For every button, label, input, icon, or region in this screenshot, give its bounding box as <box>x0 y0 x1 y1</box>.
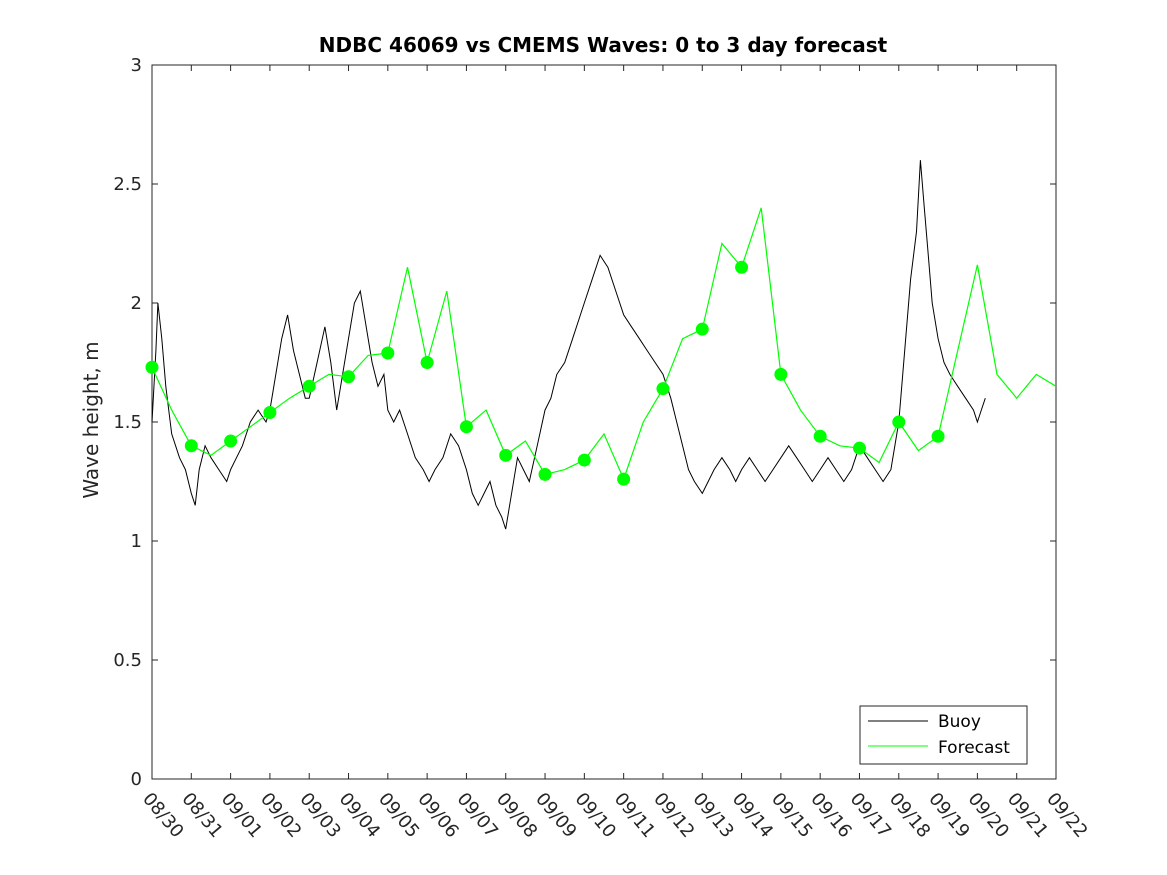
forecast-marker <box>145 360 159 374</box>
forecast-marker <box>695 322 709 336</box>
x-tick-label: 09/03 <box>295 789 344 842</box>
y-axis-label: Wave height, m <box>79 341 103 498</box>
forecast-marker <box>892 415 906 429</box>
legend-forecast-label: Forecast <box>938 738 1010 758</box>
y-tick-label: 2 <box>131 293 142 314</box>
x-tick-label: 09/15 <box>767 789 816 842</box>
x-tick-label: 09/16 <box>806 789 855 842</box>
x-tick-label: 09/06 <box>413 789 462 842</box>
y-tick-label: 1 <box>131 531 142 552</box>
forecast-marker <box>420 356 434 369</box>
x-tick-label: 08/30 <box>138 789 187 842</box>
x-tick-label: 08/31 <box>177 789 226 842</box>
forecast-marker <box>499 448 513 462</box>
x-tick-label: 09/14 <box>728 789 777 842</box>
x-tick-label: 09/20 <box>964 789 1013 842</box>
series-layer <box>151 160 1057 530</box>
forecast-marker <box>224 434 238 448</box>
y-tick-label: 1.5 <box>113 412 142 433</box>
forecast-marker <box>735 260 749 274</box>
forecast-markers <box>145 260 945 486</box>
x-tick-label: 09/11 <box>610 789 659 842</box>
forecast-marker <box>577 453 591 467</box>
x-tick-label: 09/05 <box>374 789 423 842</box>
plot-area <box>151 64 1057 780</box>
y-tick-label: 3 <box>131 55 142 76</box>
legend: Buoy Forecast <box>859 705 1028 765</box>
x-tick-label: 09/13 <box>688 789 737 842</box>
x-tick-label: 09/19 <box>924 789 973 842</box>
x-tick-label: 09/22 <box>1042 789 1091 842</box>
forecast-marker <box>302 379 316 393</box>
x-tick-label: 09/07 <box>453 789 502 842</box>
x-tick-label: 09/04 <box>335 789 384 842</box>
series-line-buoy <box>151 160 986 530</box>
legend-box <box>859 705 1028 765</box>
x-tick-label: 09/17 <box>846 789 895 842</box>
series-line-forecast <box>151 207 1057 481</box>
forecast-marker <box>184 439 198 453</box>
x-tick-label: 09/10 <box>571 789 620 842</box>
forecast-marker <box>813 429 827 443</box>
forecast-marker <box>342 370 356 384</box>
forecast-marker <box>852 441 866 455</box>
legend-buoy-label: Buoy <box>938 712 981 732</box>
y-tick-label: 0.5 <box>113 650 142 671</box>
y-tick-label: 0 <box>131 769 142 790</box>
forecast-marker <box>931 429 945 443</box>
x-tick-label: 09/08 <box>492 789 541 842</box>
y-tick-label: 2.5 <box>113 174 142 195</box>
x-tick-label: 09/18 <box>885 789 934 842</box>
x-tick-label: 09/21 <box>1003 789 1052 842</box>
x-tick-label: 09/01 <box>217 789 266 842</box>
forecast-marker <box>263 405 277 419</box>
forecast-marker <box>617 472 631 486</box>
forecast-marker <box>656 382 670 396</box>
forecast-marker <box>538 467 552 481</box>
x-tick-label: 09/09 <box>531 789 580 842</box>
forecast-marker <box>459 420 473 434</box>
x-tick-label: 09/12 <box>649 789 698 842</box>
x-tick-label: 09/02 <box>256 789 305 842</box>
chart-title: NDBC 46069 vs CMEMS Waves: 0 to 3 day fo… <box>319 33 888 57</box>
forecast-marker <box>381 346 395 360</box>
forecast-marker <box>774 367 788 381</box>
